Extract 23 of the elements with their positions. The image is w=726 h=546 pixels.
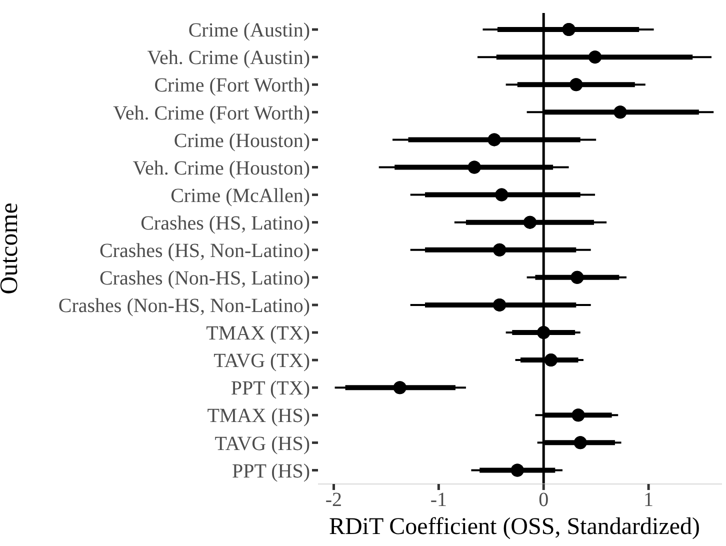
y-tick-label: TAVG (TX) (214, 350, 310, 372)
x-axis-title: RDiT Coefficient (OSS, Standardized) (328, 514, 700, 540)
y-tick-label: Veh. Crime (Houston) (132, 157, 310, 180)
y-tick-label: Crime (Fort Worth) (154, 74, 310, 97)
y-tick-label: Crime (Austin) (188, 20, 310, 42)
y-tick-label: Crime (McAllen) (170, 184, 310, 207)
y-tick-label: Veh. Crime (Fort Worth) (113, 102, 310, 124)
y-tick-label: Veh. Crime (Austin) (147, 47, 310, 70)
x-tick-label: -1 (430, 489, 448, 512)
y-tick-label: TMAX (HS) (207, 405, 310, 428)
x-tick-label: 0 (538, 489, 549, 512)
y-tick-label: Crashes (Non-HS, Latino) (99, 268, 310, 290)
y-tick-label: PPT (HS) (232, 460, 310, 482)
y-tick-label: Crashes (HS, Non-Latino) (99, 240, 310, 262)
x-tick-label: 1 (644, 489, 654, 512)
x-tick-label: -2 (325, 489, 342, 512)
y-tick-label: Crashes (Non-HS, Non-Latino) (58, 295, 310, 318)
y-tick-label: PPT (TX) (230, 378, 310, 400)
y-axis-title: Outcome (0, 202, 23, 294)
y-tick-label: Crashes (HS, Latino) (140, 212, 310, 234)
y-tick-label: TMAX (TX) (206, 322, 310, 345)
y-tick-label: TAVG (HS) (214, 432, 310, 455)
y-tick-label: Crime (Houston) (174, 130, 310, 152)
